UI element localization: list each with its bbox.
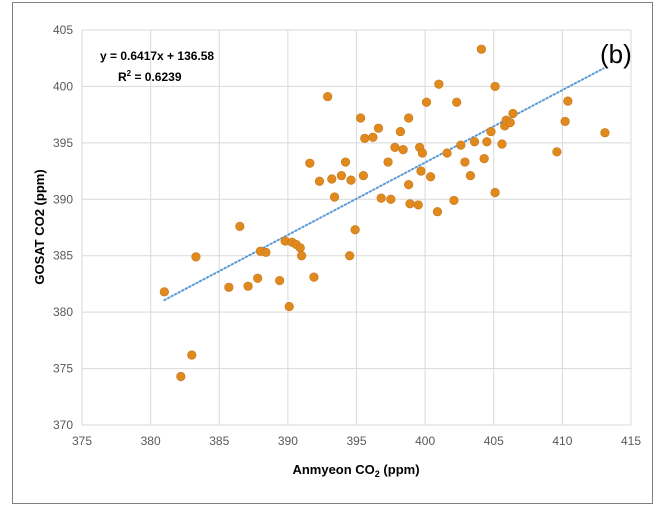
data-point bbox=[490, 81, 500, 92]
data-point bbox=[404, 113, 414, 123]
tick-labels: 370 375 380 385 390 395 400 405 375 380 385 390 395 4… bbox=[53, 23, 641, 448]
data-point bbox=[460, 157, 470, 167]
data-point bbox=[552, 147, 562, 157]
y-tick-label: 405 bbox=[53, 23, 73, 37]
data-point bbox=[416, 166, 426, 176]
data-point bbox=[309, 272, 319, 282]
data-point bbox=[284, 301, 294, 312]
data-point bbox=[323, 91, 333, 102]
data-point bbox=[390, 142, 400, 152]
y-tick-label: 385 bbox=[53, 249, 73, 263]
grid-lines bbox=[81, 29, 632, 426]
y-tick-label: 380 bbox=[53, 305, 73, 319]
data-point bbox=[224, 282, 234, 292]
data-point bbox=[486, 126, 496, 137]
data-points bbox=[159, 44, 610, 382]
data-point bbox=[235, 221, 245, 231]
data-point bbox=[376, 193, 386, 203]
data-point bbox=[398, 145, 408, 155]
data-point bbox=[413, 200, 423, 210]
data-point bbox=[395, 126, 406, 137]
data-point bbox=[275, 275, 285, 286]
data-point bbox=[563, 96, 573, 106]
x-tick-label: 390 bbox=[278, 434, 298, 448]
data-point bbox=[560, 116, 570, 127]
x-tick-label: 415 bbox=[621, 434, 641, 448]
data-point bbox=[449, 195, 459, 206]
data-point bbox=[305, 158, 315, 168]
x-tick-label: 380 bbox=[141, 434, 161, 448]
data-point bbox=[405, 199, 415, 209]
x-tick-label: 385 bbox=[209, 434, 229, 448]
x-tick-label: 395 bbox=[346, 434, 366, 448]
data-point bbox=[159, 287, 169, 297]
trendline-equation: y = 0.6417x + 136.58 bbox=[100, 49, 214, 63]
x-tick-label: 375 bbox=[72, 434, 92, 448]
data-point bbox=[345, 251, 355, 261]
data-point bbox=[452, 97, 462, 107]
data-point bbox=[314, 176, 325, 186]
x-tick-label: 400 bbox=[415, 434, 435, 448]
data-point bbox=[243, 281, 253, 291]
data-point bbox=[482, 137, 492, 147]
data-point bbox=[383, 157, 393, 167]
r-squared-label: R2 = 0.6239 bbox=[118, 69, 182, 84]
y-tick-label: 395 bbox=[53, 136, 73, 150]
data-point bbox=[187, 350, 197, 360]
data-point bbox=[297, 251, 307, 261]
x-tick-label: 405 bbox=[484, 434, 504, 448]
data-point bbox=[340, 157, 351, 167]
panel-label: (b) bbox=[600, 39, 632, 69]
data-point bbox=[350, 225, 360, 235]
data-point bbox=[404, 180, 414, 190]
trendline-layer bbox=[163, 67, 605, 302]
data-point bbox=[358, 170, 368, 181]
data-point bbox=[253, 273, 263, 283]
trendline bbox=[163, 67, 605, 302]
data-point bbox=[490, 187, 500, 198]
data-point bbox=[176, 371, 186, 382]
data-point bbox=[336, 170, 347, 181]
data-point bbox=[426, 172, 436, 182]
data-point bbox=[295, 243, 305, 253]
chart-frame bbox=[12, 2, 653, 504]
data-point bbox=[442, 148, 452, 158]
data-point bbox=[368, 132, 378, 142]
y-tick-label: 370 bbox=[53, 418, 73, 432]
data-point bbox=[600, 128, 610, 138]
data-point bbox=[360, 133, 370, 143]
x-axis-title: Anmyeon CO2 (ppm) bbox=[292, 462, 419, 479]
y-tick-label: 375 bbox=[53, 362, 73, 376]
data-point bbox=[386, 194, 396, 204]
data-point bbox=[497, 139, 507, 149]
y-tick-label: 400 bbox=[53, 79, 73, 93]
data-point bbox=[329, 192, 340, 202]
data-point bbox=[469, 137, 480, 147]
data-point bbox=[417, 148, 427, 158]
data-point bbox=[505, 117, 515, 128]
data-point bbox=[373, 123, 384, 133]
data-point bbox=[479, 154, 489, 164]
y-tick-label: 390 bbox=[53, 192, 73, 206]
data-point bbox=[261, 247, 271, 257]
x-tick-label: 410 bbox=[552, 434, 572, 448]
data-point bbox=[432, 207, 443, 217]
data-point bbox=[434, 79, 444, 89]
data-point bbox=[421, 97, 432, 107]
data-point bbox=[476, 44, 486, 54]
data-point bbox=[465, 170, 476, 181]
data-point bbox=[191, 252, 201, 262]
data-point bbox=[356, 113, 366, 123]
data-point bbox=[346, 175, 356, 185]
data-point bbox=[456, 140, 466, 150]
data-point bbox=[327, 174, 337, 184]
data-point bbox=[508, 108, 518, 119]
y-axis-title: GOSAT CO2 (ppm) bbox=[32, 169, 47, 284]
